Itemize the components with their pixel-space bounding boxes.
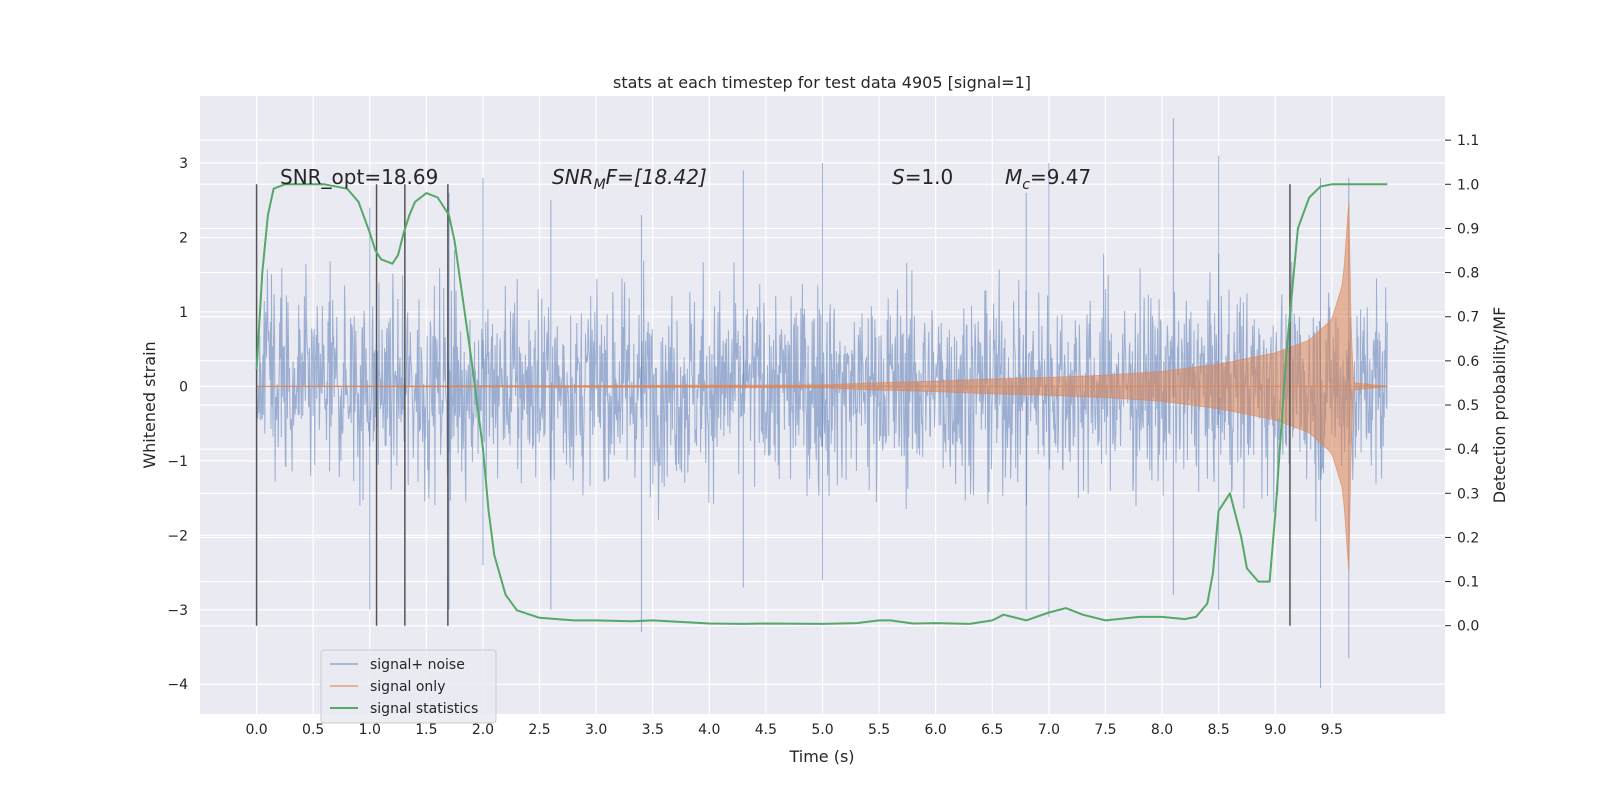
- annotation-snr-mf: SNRMF=[18.42]: [552, 165, 707, 193]
- legend-label-signal-plus-noise: signal+ noise: [370, 657, 465, 673]
- y-tick-label: 0: [179, 379, 188, 395]
- x-tick-label: 8.5: [1208, 722, 1230, 738]
- y-tick-label: −1: [167, 454, 188, 470]
- x-axis-ticks: 0.0 0.5 1.0 1.5 2.0 2.5 3.0 3.5 4.0 4.5 5.0 5.5 6.0 6…: [245, 722, 1342, 738]
- y-right-tick-label: 0.9: [1457, 221, 1479, 237]
- x-tick-label: 3.0: [585, 722, 607, 738]
- x-tick-label: 4.0: [698, 722, 720, 738]
- x-tick-label: 9.0: [1264, 722, 1286, 738]
- legend-box: [320, 649, 497, 724]
- annotation-snr-opt: SNR_opt=18.69: [280, 165, 438, 189]
- signal-statistics-line: [255, 183, 1388, 625]
- y-tick-label: −3: [167, 603, 188, 619]
- y-right-tick-label: 1.1: [1457, 133, 1479, 149]
- chart-title: stats at each timestep for test data 490…: [613, 73, 1031, 92]
- y-right-tick-label: 0.2: [1457, 530, 1479, 546]
- legend: signal+ noise signal only signal statist…: [320, 649, 497, 724]
- x-tick-label: 5.5: [868, 722, 890, 738]
- y-tick-label: −2: [167, 528, 188, 544]
- x-tick-label: 1.0: [359, 722, 381, 738]
- y-right-tick-label: 0.5: [1457, 398, 1479, 414]
- x-tick-label: 0.0: [245, 722, 267, 738]
- legend-label-signal-only: signal only: [370, 679, 445, 695]
- y-right-tick-label: 0.3: [1457, 486, 1479, 502]
- x-tick-label: 3.5: [642, 722, 664, 738]
- y-tick-label: 3: [179, 156, 188, 172]
- x-tick-label: 1.5: [415, 722, 437, 738]
- annotation-s: S=1.0: [892, 165, 953, 189]
- x-axis-label: Time (s): [788, 747, 854, 766]
- y-tick-label: −4: [167, 677, 188, 693]
- y-right-tick-label: 0.7: [1457, 310, 1479, 326]
- x-tick-label: 6.5: [981, 722, 1003, 738]
- y-right-tick-label: 0.1: [1457, 575, 1479, 591]
- y-right-tick-label: 0.0: [1457, 619, 1479, 635]
- y-right-axis-label: Detection probability/MF: [1490, 307, 1509, 504]
- y-right-tick-label: 0.8: [1457, 266, 1479, 282]
- x-tick-label: 0.5: [302, 722, 324, 738]
- x-tick-label: 5.0: [811, 722, 833, 738]
- x-tick-label: 7.5: [1094, 722, 1116, 738]
- y-right-axis-ticks: 0.0 0.1 0.2 0.3 0.4 0.5 0.6 0.7 0.8 0.9 1.0 1.1: [1445, 133, 1479, 635]
- x-tick-label: 2.5: [528, 722, 550, 738]
- x-tick-label: 4.5: [755, 722, 777, 738]
- x-tick-label: 6.0: [925, 722, 947, 738]
- vertical-markers: [255, 184, 1291, 626]
- signal-plus-noise-line: [256, 249, 1388, 522]
- annotation-mc: Mc=9.47: [1005, 165, 1091, 193]
- y-right-tick-label: 0.6: [1457, 354, 1479, 370]
- x-tick-label: 7.0: [1038, 722, 1060, 738]
- y-axis-ticks: −4 −3 −2 −1 0 1 2 3: [167, 156, 188, 693]
- x-tick-label: 8.0: [1151, 722, 1173, 738]
- legend-label-signal-statistics: signal statistics: [370, 701, 478, 717]
- signal-statistics-series: [255, 183, 1388, 625]
- y-right-tick-label: 0.4: [1457, 442, 1479, 458]
- y-tick-label: 2: [179, 230, 188, 246]
- x-tick-label: 2.0: [472, 722, 494, 738]
- signal-only-series: [256, 202, 1388, 571]
- y-tick-label: 1: [179, 305, 188, 321]
- y-right-tick-label: 1.0: [1457, 177, 1479, 193]
- x-tick-label: 9.5: [1321, 722, 1343, 738]
- y-axis-label: Whitened strain: [140, 341, 159, 468]
